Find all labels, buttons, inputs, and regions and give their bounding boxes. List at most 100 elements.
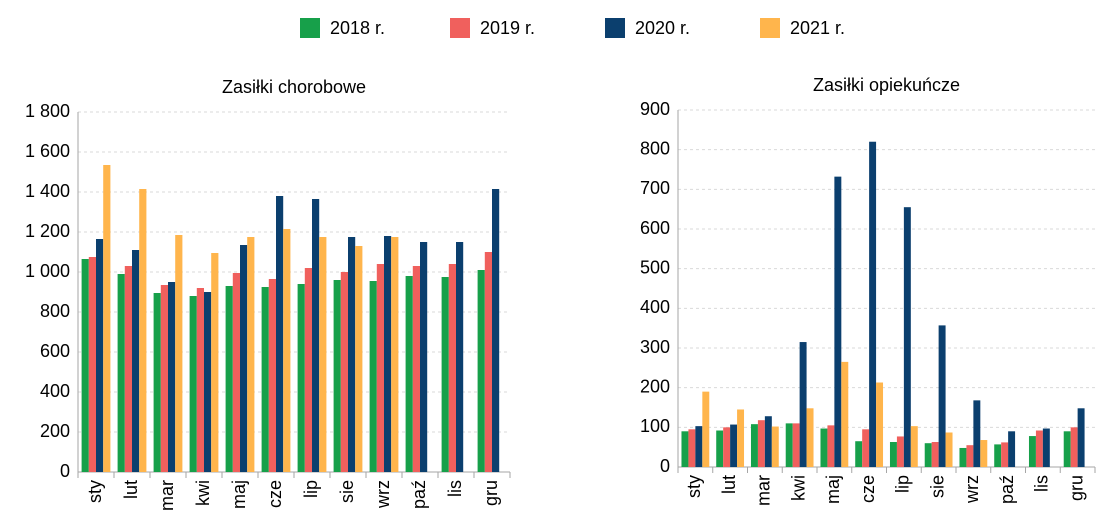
bar (695, 426, 703, 467)
y-tick-label: 1 200 (25, 221, 70, 241)
bar (304, 268, 312, 472)
legend-label: 2018 r. (330, 18, 385, 38)
x-tick-label: sty (684, 475, 704, 498)
x-tick-label: lip (893, 475, 913, 493)
bar (869, 141, 877, 467)
y-tick-label: 900 (640, 99, 670, 119)
bar (268, 279, 276, 472)
legend-swatch (300, 18, 320, 38)
x-tick-label: kwi (193, 480, 213, 506)
bar (716, 430, 724, 467)
bar (420, 242, 428, 472)
x-tick-label: cze (265, 480, 285, 508)
bar (681, 431, 689, 467)
bar (1035, 430, 1043, 467)
bar (333, 280, 341, 472)
x-tick-label: maj (229, 480, 249, 509)
y-tick-label: 400 (40, 381, 70, 401)
bar (81, 259, 89, 472)
bar (225, 286, 233, 472)
bar (702, 391, 710, 467)
y-tick-label: 1 000 (25, 261, 70, 281)
y-tick-label: 400 (640, 297, 670, 317)
x-tick-label: kwi (788, 475, 808, 501)
bar (168, 282, 176, 472)
bar (369, 281, 377, 472)
bar (175, 235, 183, 472)
bar (980, 440, 988, 467)
bar (1008, 431, 1016, 467)
bar (204, 292, 212, 472)
bar (312, 199, 320, 472)
y-tick-label: 1 800 (25, 101, 70, 121)
legend-swatch (450, 18, 470, 38)
y-tick-label: 1 400 (25, 181, 70, 201)
bar (910, 426, 918, 467)
bar (240, 245, 248, 472)
y-tick-label: 1 600 (25, 141, 70, 161)
bar (261, 287, 269, 472)
bar (945, 432, 953, 467)
x-tick-label: cze (858, 475, 878, 503)
bar (876, 382, 884, 467)
chart-title: Zasiłki opiekuńcze (813, 75, 960, 95)
y-tick-label: 0 (60, 461, 70, 481)
bar (117, 274, 125, 472)
legend-label: 2019 r. (480, 18, 535, 38)
x-tick-label: lut (121, 480, 141, 499)
bar (477, 270, 485, 472)
x-tick-label: mar (754, 475, 774, 506)
bar (1070, 427, 1078, 467)
bar (792, 423, 800, 467)
bar (855, 441, 863, 467)
bar (785, 423, 793, 467)
legend-label: 2021 r. (790, 18, 845, 38)
y-tick-label: 0 (660, 456, 670, 476)
bar (959, 447, 967, 467)
bar (896, 436, 904, 467)
y-tick-label: 600 (40, 341, 70, 361)
bar (938, 325, 946, 467)
bar (391, 237, 399, 472)
bar (297, 284, 305, 472)
x-tick-label: sty (85, 480, 105, 503)
x-tick-label: lip (301, 480, 321, 498)
bar (903, 207, 911, 467)
y-tick-label: 700 (640, 178, 670, 198)
bar (196, 288, 204, 472)
bar (160, 285, 168, 472)
bar (973, 400, 981, 467)
bar (966, 445, 974, 467)
x-tick-label: lis (445, 480, 465, 497)
bar (723, 427, 731, 467)
bar (806, 408, 814, 467)
legend-swatch (760, 18, 780, 38)
bar (355, 246, 363, 472)
bar (448, 264, 456, 472)
bar (1077, 408, 1085, 467)
y-tick-label: 100 (640, 416, 670, 436)
y-tick-label: 600 (640, 218, 670, 238)
x-tick-label: lis (1032, 475, 1052, 492)
y-tick-label: 800 (40, 301, 70, 321)
bar (820, 428, 828, 467)
x-tick-label: wrz (373, 480, 393, 509)
bar (124, 266, 132, 472)
bar (153, 293, 161, 472)
bar (924, 443, 932, 467)
bar (348, 237, 356, 472)
y-tick-label: 500 (640, 257, 670, 277)
x-tick-label: sie (337, 480, 357, 503)
x-tick-label: gru (481, 480, 501, 506)
bar (405, 276, 413, 472)
y-tick-label: 300 (640, 337, 670, 357)
bar (340, 272, 348, 472)
x-tick-label: lut (719, 475, 739, 494)
bar (862, 429, 870, 467)
bar (96, 239, 104, 472)
x-tick-label: paź (409, 480, 429, 509)
legend-label: 2020 r. (635, 18, 690, 38)
bar (764, 416, 772, 467)
bar (211, 253, 219, 472)
